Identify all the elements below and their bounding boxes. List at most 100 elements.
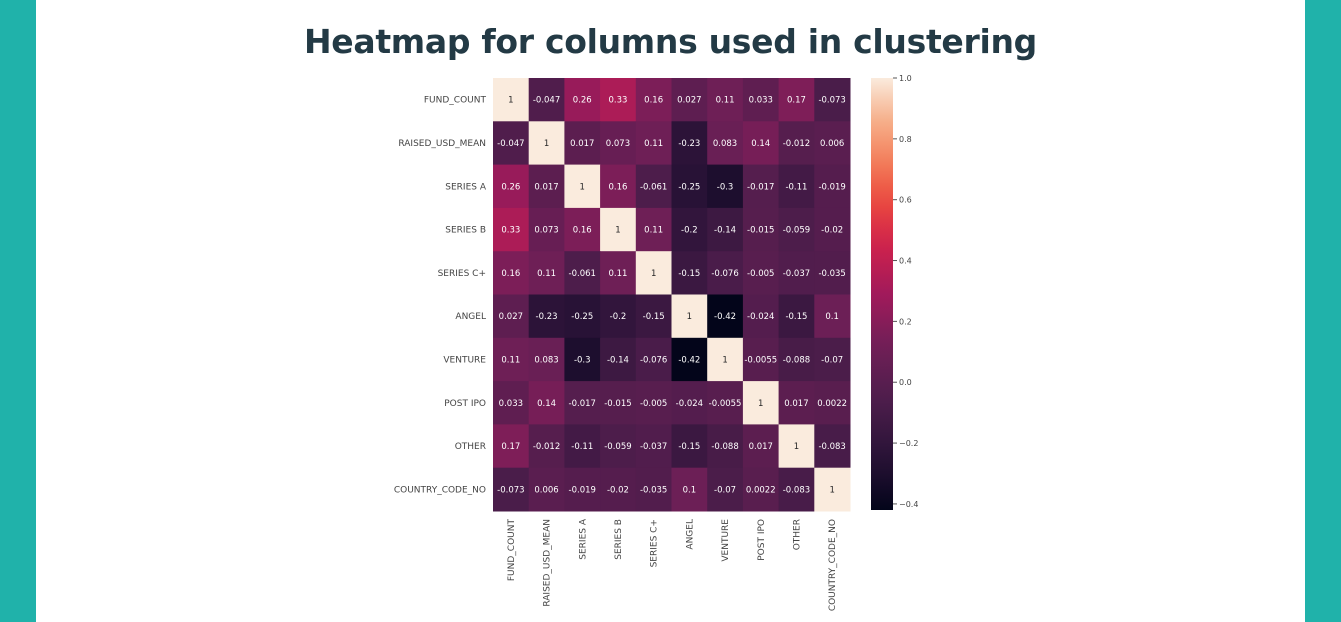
cell-value-label: 0.073 xyxy=(534,226,558,236)
y-tick-label: OTHER xyxy=(455,442,486,452)
heatmap-cell xyxy=(635,381,672,425)
heatmap-cell xyxy=(814,294,851,339)
y-tick-label: SERIES C+ xyxy=(438,269,486,279)
colorbar-tick-label: 0.6 xyxy=(899,196,912,205)
cell-value-label: -0.037 xyxy=(640,442,667,452)
heatmap-cell xyxy=(635,121,672,166)
y-tick-label: SERIES B xyxy=(445,226,486,236)
cell-value-label: 0.017 xyxy=(570,139,594,149)
heatmap-cell xyxy=(635,467,672,512)
x-tick-label: OTHER xyxy=(792,519,802,550)
cell-value-label: -0.035 xyxy=(640,485,667,495)
heatmap-cell xyxy=(635,251,672,295)
cell-value-label: -0.0055 xyxy=(709,399,742,409)
cell-value-label: 0.006 xyxy=(820,139,844,149)
colorbar-tick-label: 0.0 xyxy=(899,378,912,387)
heatmap-cell xyxy=(814,381,851,425)
cell-value-label: -0.059 xyxy=(604,442,631,452)
colorbar-tick-label: 0.2 xyxy=(899,317,912,326)
heatmap-cell xyxy=(528,424,565,469)
x-tick-label: SERIES B xyxy=(614,519,624,560)
cell-value-label: 1 xyxy=(544,139,549,149)
heatmap-cell xyxy=(778,467,815,512)
y-tick-label: POST IPO xyxy=(444,399,486,409)
heatmap-cell xyxy=(528,121,565,166)
cell-value-label: -0.083 xyxy=(783,485,810,495)
cell-value-label: -0.019 xyxy=(569,485,596,495)
heatmap-cell xyxy=(493,381,530,425)
heatmap-cell xyxy=(671,294,708,339)
heatmap-cell xyxy=(493,467,530,512)
x-tick-label: ANGEL xyxy=(685,519,695,550)
cell-value-label: -0.083 xyxy=(818,442,845,452)
heatmap-cell xyxy=(564,381,601,425)
cell-value-label: -0.005 xyxy=(747,269,774,279)
heatmap-cell xyxy=(600,424,637,469)
heatmap-cell xyxy=(600,251,637,295)
cell-value-label: -0.088 xyxy=(711,442,738,452)
heatmap-cell xyxy=(707,424,744,469)
heatmap-cell xyxy=(814,337,851,382)
heatmap-cell xyxy=(600,294,637,339)
cell-value-label: 0.1 xyxy=(683,485,697,495)
cell-value-label: 0.073 xyxy=(606,139,630,149)
heatmap-cell xyxy=(493,207,530,252)
cell-value-label: -0.024 xyxy=(676,399,703,409)
heatmap-cell xyxy=(493,294,530,339)
cell-value-label: 0.11 xyxy=(537,269,556,279)
colorbar-tick-label: −0.2 xyxy=(899,439,918,448)
heatmap-cell xyxy=(778,251,815,295)
cell-value-label: 1 xyxy=(651,269,656,279)
heatmap-cell xyxy=(564,251,601,295)
heatmap-cell xyxy=(493,424,530,469)
cell-value-label: 1 xyxy=(722,355,727,365)
cell-value-label: -0.061 xyxy=(640,182,667,192)
cell-value-label: -0.23 xyxy=(678,139,700,149)
heatmap-cell xyxy=(742,251,780,295)
cell-value-label: 0.11 xyxy=(644,139,663,149)
heatmap-cell xyxy=(600,207,637,252)
cell-value-label: 0.017 xyxy=(534,182,558,192)
cell-value-label: 0.11 xyxy=(716,96,735,106)
cell-value-label: 0.11 xyxy=(644,226,663,236)
cell-value-label: 0.16 xyxy=(573,226,592,236)
cell-value-label: -0.073 xyxy=(497,485,524,495)
cell-value-label: -0.07 xyxy=(714,485,736,495)
cell-value-label: 1 xyxy=(615,226,620,236)
heatmap-cell xyxy=(564,337,601,382)
cell-value-label: 0.033 xyxy=(749,96,773,106)
heatmap-cell xyxy=(493,164,530,209)
cell-value-label: -0.012 xyxy=(533,442,560,452)
cell-value-label: -0.11 xyxy=(785,182,807,192)
heatmap-cell xyxy=(814,424,851,469)
cell-value-label: -0.42 xyxy=(714,312,736,322)
heatmap-cell xyxy=(742,467,780,512)
y-tick-label: COUNTRY_CODE_NO xyxy=(394,485,486,495)
y-tick-label: RAISED_USD_MEAN xyxy=(398,139,486,149)
cell-value-label: -0.15 xyxy=(785,312,807,322)
cell-value-label: -0.047 xyxy=(497,139,524,149)
cell-value-label: 0.033 xyxy=(499,399,523,409)
heatmap-cell xyxy=(528,207,565,252)
heatmap-cell xyxy=(742,164,780,209)
heatmap-cell xyxy=(493,251,530,295)
heatmap-cell xyxy=(528,467,565,512)
cell-value-label: -0.02 xyxy=(607,485,629,495)
heatmap-cell xyxy=(742,424,780,469)
heatmap-cell xyxy=(742,207,780,252)
heatmap-cell xyxy=(600,121,637,166)
cell-value-label: 0.1 xyxy=(825,312,839,322)
cell-value-label: 0.11 xyxy=(608,269,627,279)
heatmap-cell xyxy=(635,294,672,339)
heatmap-cell xyxy=(778,381,815,425)
heatmap-cell xyxy=(671,424,708,469)
cell-value-label: -0.3 xyxy=(574,355,591,365)
cell-value-label: -0.11 xyxy=(571,442,593,452)
cell-value-label: 0.017 xyxy=(749,442,773,452)
heatmap-cell xyxy=(742,337,780,382)
cell-value-label: 0.14 xyxy=(751,139,770,149)
cell-value-label: 0.17 xyxy=(787,96,806,106)
heatmap-cell xyxy=(493,78,530,122)
heatmap-cell xyxy=(778,337,815,382)
cell-value-label: 0.0022 xyxy=(817,399,847,409)
